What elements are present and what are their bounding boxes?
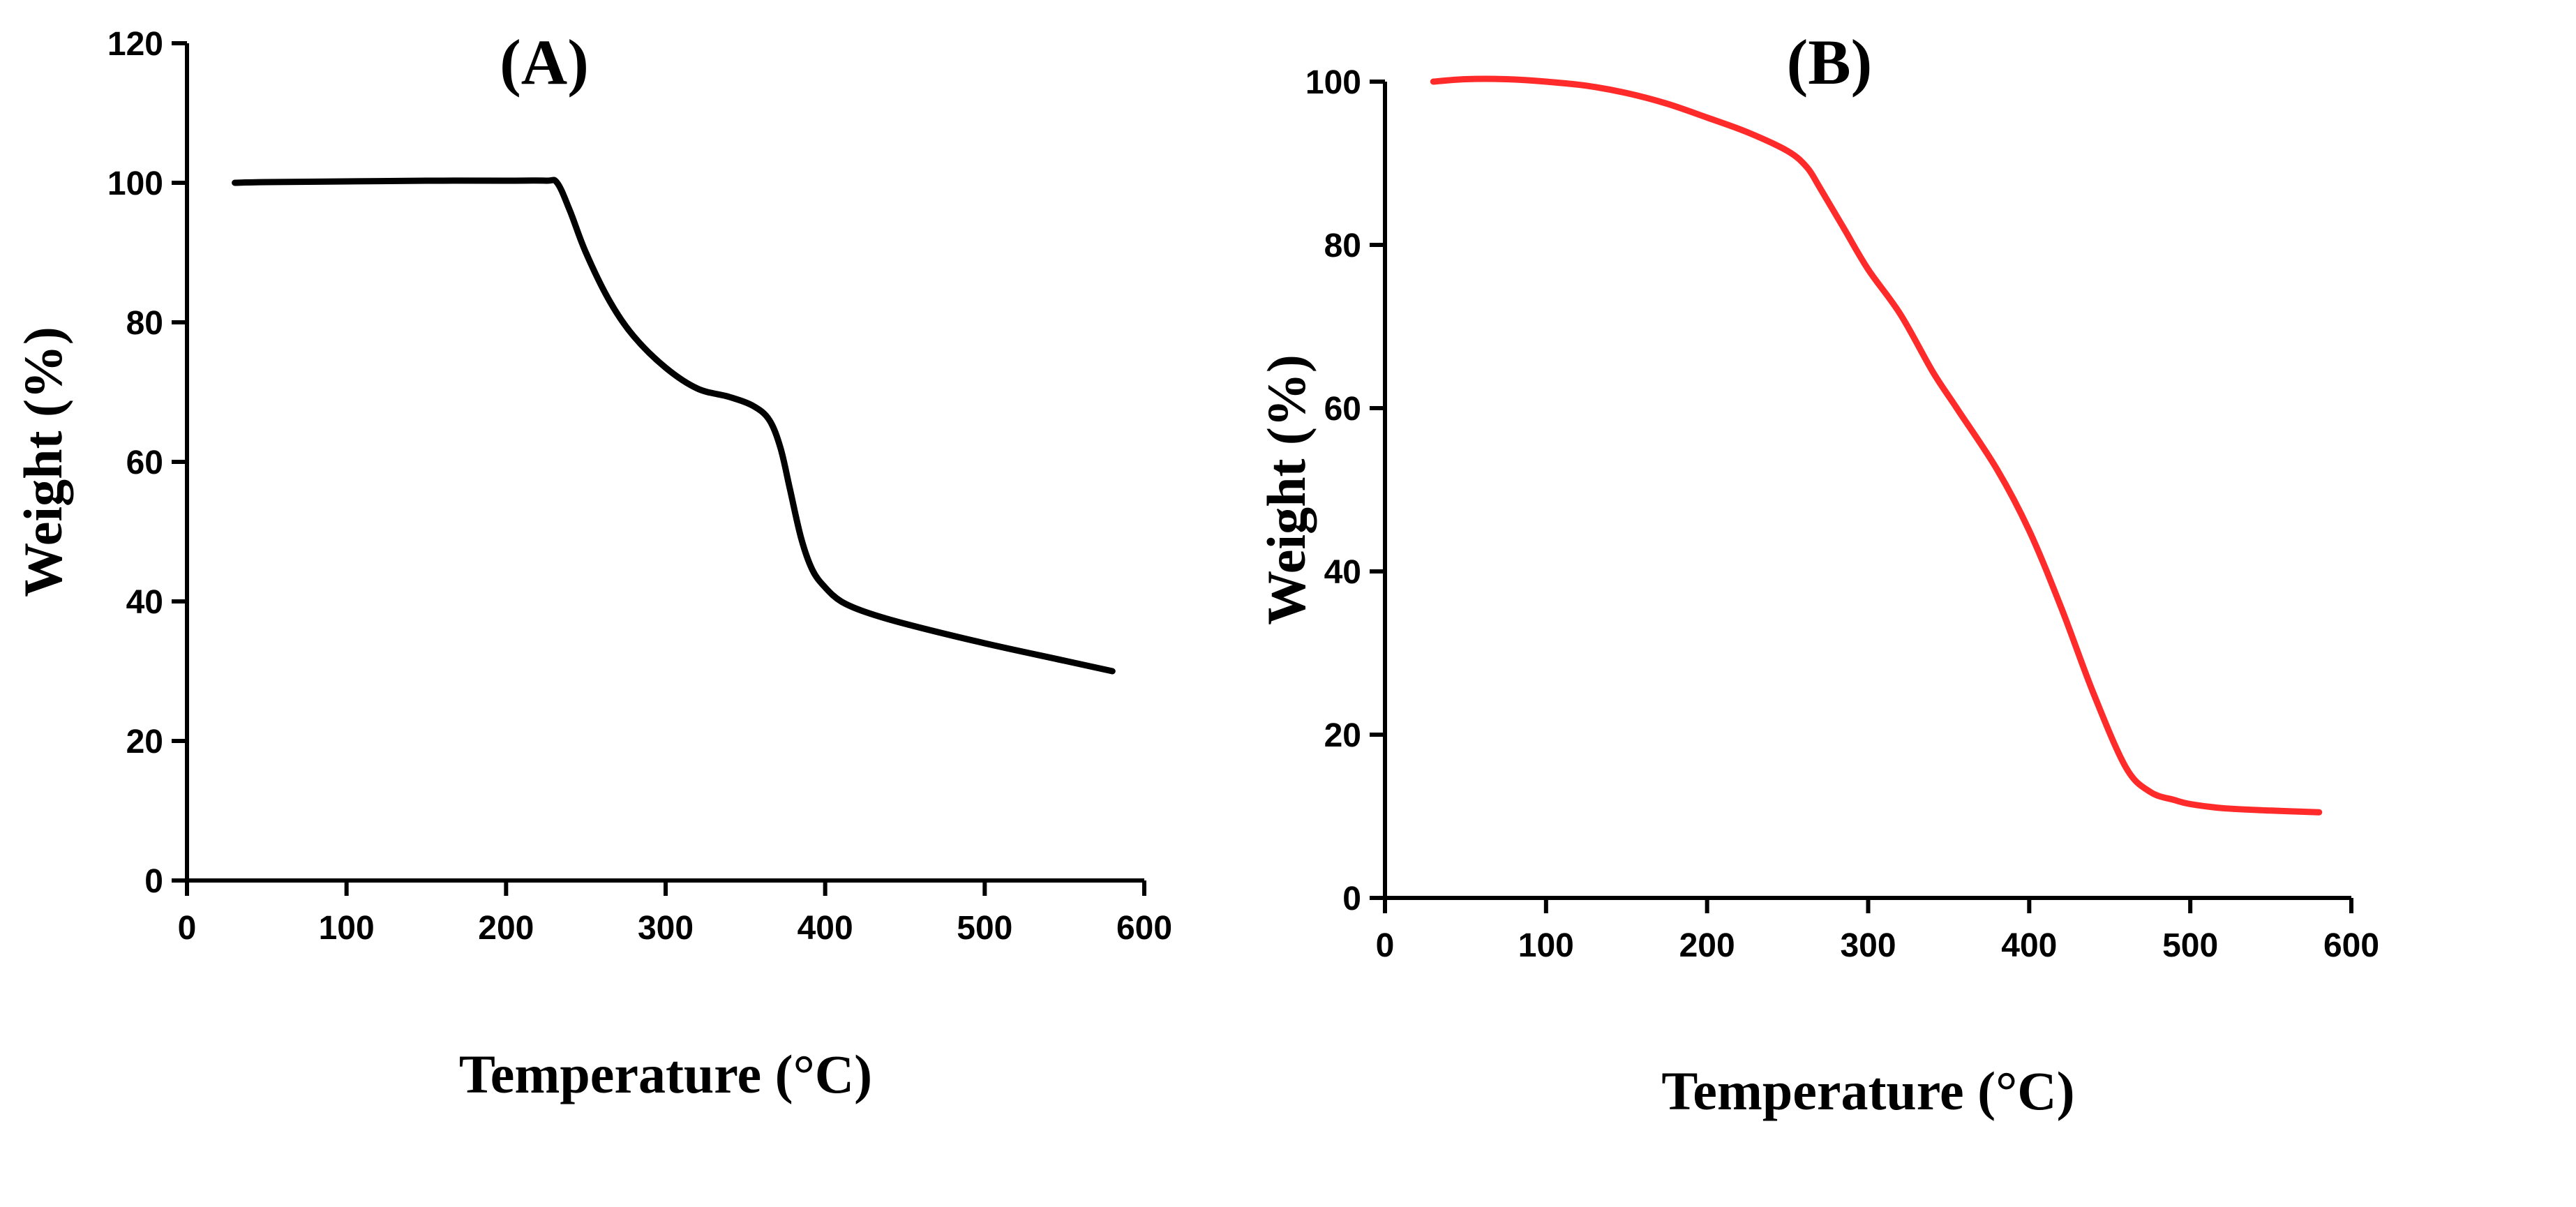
x-tick-label: 200 xyxy=(1679,927,1735,964)
y-tick-label: 0 xyxy=(144,863,163,900)
y-tick-label: 80 xyxy=(1324,227,1361,264)
x-tick-label: 100 xyxy=(1518,927,1574,964)
x-tick-label: 400 xyxy=(797,910,853,947)
x-tick-label: 600 xyxy=(2323,927,2379,964)
x-axis-title: Temperature (°C) xyxy=(1661,1060,2074,1121)
y-tick-label: 100 xyxy=(1305,64,1361,101)
x-tick-label: 600 xyxy=(1116,910,1172,947)
x-tick-label: 0 xyxy=(178,910,197,947)
y-tick-label: 60 xyxy=(1324,391,1361,428)
x-tick-label: 0 xyxy=(1376,927,1395,964)
y-tick-label: 120 xyxy=(107,26,163,63)
chart-a: 0 20 40 60 80 100 120 0 100 200 300 400 500 600 Temper… xyxy=(13,26,1172,1104)
y-tick-label: 100 xyxy=(107,165,163,202)
x-tick-label: 200 xyxy=(478,910,534,947)
x-tick-label: 500 xyxy=(957,910,1012,947)
x-tick-label: 300 xyxy=(1840,927,1896,964)
chart-b: 0 20 40 60 80 100 0 100 200 300 400 500 600 Temperatu… xyxy=(1256,27,2379,1121)
x-tick-label: 100 xyxy=(319,910,375,947)
series-line-a xyxy=(232,177,1116,675)
y-tick-label: 60 xyxy=(126,444,163,481)
y-axis-title: Weight (%) xyxy=(1256,354,1317,625)
x-tick-label: 400 xyxy=(2001,927,2057,964)
y-tick-label: 20 xyxy=(126,724,163,760)
y-tick-label: 20 xyxy=(1324,717,1361,754)
panel-title: (A) xyxy=(500,27,589,98)
x-tick-label: 300 xyxy=(638,910,694,947)
y-tick-label: 0 xyxy=(1342,880,1361,917)
y-tick-label: 40 xyxy=(1324,554,1361,591)
x-tick-label: 500 xyxy=(2162,927,2218,964)
panel-title: (B) xyxy=(1787,27,1873,98)
y-axis-title: Weight (%) xyxy=(13,327,73,597)
x-axis-title: Temperature (°C) xyxy=(459,1044,872,1104)
y-tick-label: 80 xyxy=(126,305,163,342)
y-tick-label: 40 xyxy=(126,584,163,621)
series-line-b xyxy=(1430,75,2323,816)
